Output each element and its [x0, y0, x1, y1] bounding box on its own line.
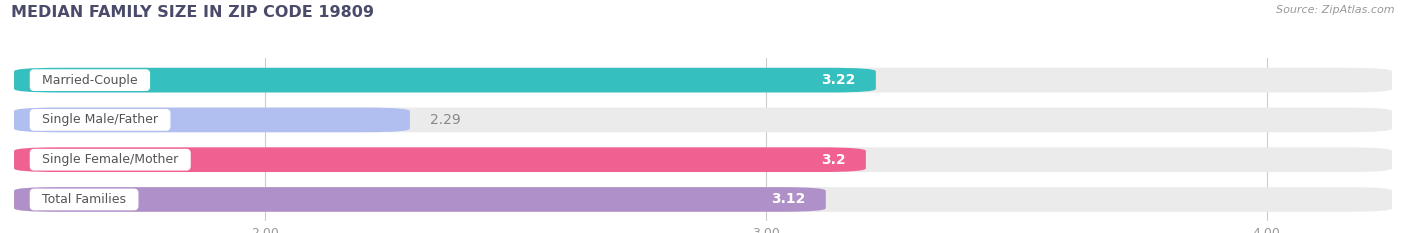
FancyBboxPatch shape [14, 68, 1392, 93]
Text: Married-Couple: Married-Couple [34, 74, 146, 87]
Text: 3.12: 3.12 [772, 192, 806, 206]
FancyBboxPatch shape [14, 108, 411, 132]
FancyBboxPatch shape [14, 187, 1392, 212]
FancyBboxPatch shape [14, 187, 825, 212]
Text: Source: ZipAtlas.com: Source: ZipAtlas.com [1277, 5, 1395, 15]
FancyBboxPatch shape [14, 147, 1392, 172]
FancyBboxPatch shape [14, 68, 876, 93]
Text: MEDIAN FAMILY SIZE IN ZIP CODE 19809: MEDIAN FAMILY SIZE IN ZIP CODE 19809 [11, 5, 374, 20]
Text: Single Male/Father: Single Male/Father [34, 113, 166, 127]
Text: Total Families: Total Families [34, 193, 134, 206]
FancyBboxPatch shape [14, 108, 1392, 132]
Text: Single Female/Mother: Single Female/Mother [34, 153, 187, 166]
Text: 3.2: 3.2 [821, 153, 846, 167]
Text: 2.29: 2.29 [430, 113, 461, 127]
FancyBboxPatch shape [14, 147, 866, 172]
Text: 3.22: 3.22 [821, 73, 856, 87]
